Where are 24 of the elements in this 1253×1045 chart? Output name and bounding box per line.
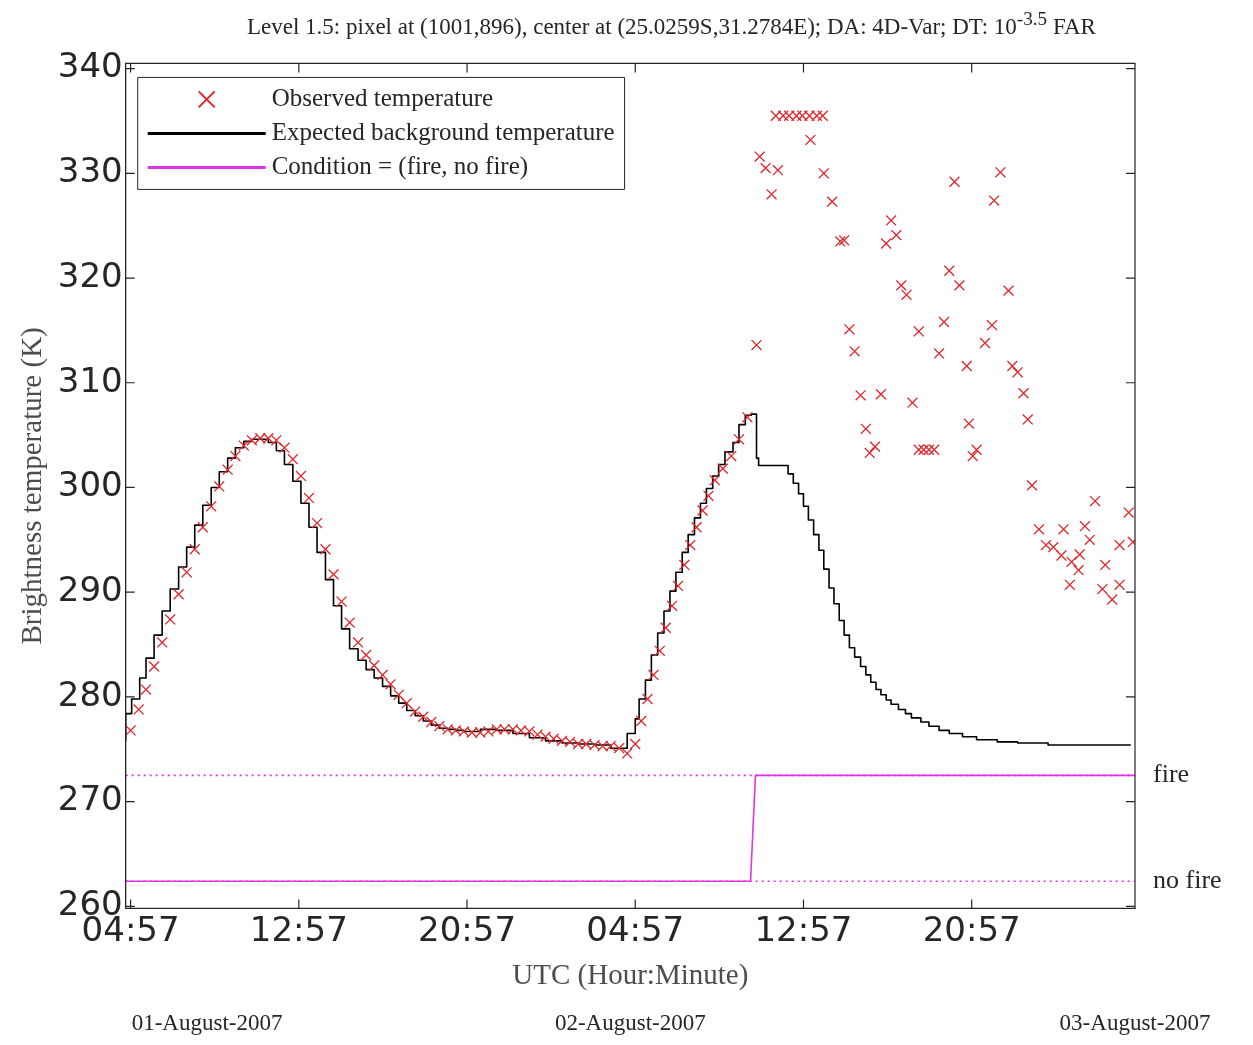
y-tick-label: 340 bbox=[57, 45, 123, 86]
y-tick-label: 320 bbox=[57, 254, 123, 295]
text: 02-August-2007 bbox=[554, 1010, 706, 1035]
y-axis-title: Brightness temperature (K) bbox=[15, 327, 49, 645]
y-tick-label: 330 bbox=[57, 150, 123, 191]
x-tick-label: 12:57 bbox=[754, 908, 853, 949]
x-tick-label: 04:57 bbox=[586, 908, 685, 949]
text: 03-August-2007 bbox=[1059, 1010, 1211, 1035]
ref-line-label: no fire bbox=[1153, 865, 1222, 894]
x-axis-title: UTC (Hour:Minute) bbox=[512, 958, 749, 992]
y-tick-label: 290 bbox=[57, 569, 123, 610]
y-tick-label: 270 bbox=[57, 778, 123, 819]
x-tick-label: 12:57 bbox=[249, 908, 348, 949]
legend-label: Condition = (fire, no fire) bbox=[271, 151, 529, 180]
legend-label: Expected background temperature bbox=[271, 117, 615, 145]
ref-line-label: fire bbox=[1153, 759, 1190, 789]
y-tick-label: 280 bbox=[57, 673, 123, 714]
x-tick-label: 20:57 bbox=[922, 908, 1021, 949]
y-tick-label: 310 bbox=[57, 359, 123, 400]
text: 01-August-2007 bbox=[131, 1010, 283, 1035]
x-tick-label: 20:57 bbox=[418, 908, 517, 949]
y-tick-label: 300 bbox=[57, 464, 123, 505]
legend-label: Observed temperature bbox=[271, 83, 494, 111]
chart-title: Level 1.5: pixel at (1001,896), center at (25.0259S,31.2784E); DA: 4D-Var; DT: 10$^{-3.5}$ FAR bbox=[246, 8, 1097, 40]
